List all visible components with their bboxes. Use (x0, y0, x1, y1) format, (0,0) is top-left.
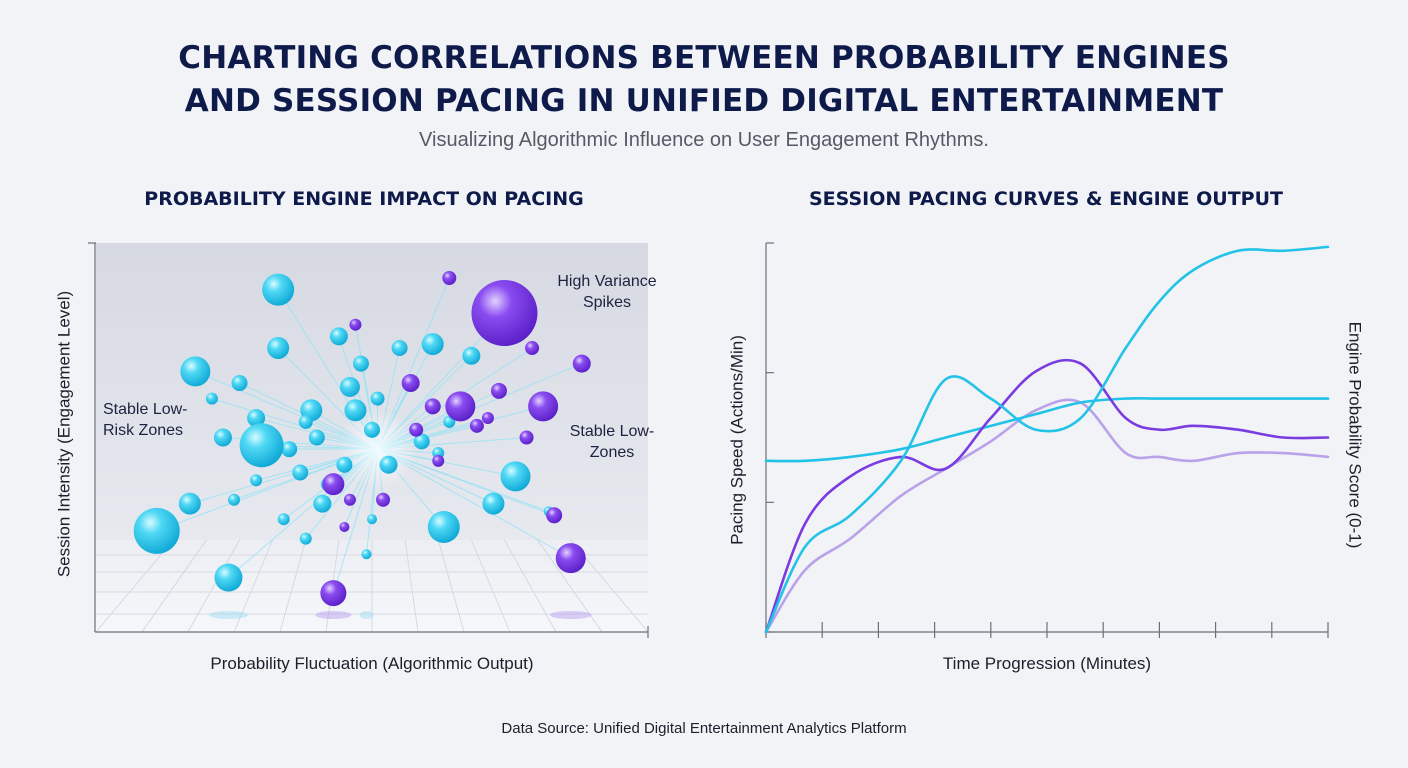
purple-scatter-point (401, 374, 420, 393)
cyan-scatter-point (500, 461, 531, 492)
cyan-scatter-point (133, 507, 180, 554)
purple-scatter-point (339, 521, 350, 532)
cyan-scatter-point (205, 392, 218, 405)
purple-scatter-point (555, 543, 586, 574)
cyan-scatter-point (247, 409, 266, 428)
line-chart-axes (765, 242, 1329, 638)
scatter-hub-glow (337, 409, 418, 490)
cyan-scatter-point (329, 327, 348, 346)
purple-scatter-point (349, 318, 362, 331)
cyan-scatter-point (299, 532, 312, 545)
cyan-scatter-point (339, 376, 360, 397)
cyan-scatter-point (421, 333, 444, 356)
cyan-scatter-point (462, 346, 481, 365)
cyan-series-line-3 (764, 397, 1330, 463)
scatter-chart-title: PROBABILITY ENGINE IMPACT ON PACING (144, 188, 584, 210)
scatter-point-shadow (208, 611, 249, 619)
purple-scatter-point (525, 341, 540, 356)
cyan-scatter-point (180, 356, 211, 387)
cyan-scatter-point (367, 514, 377, 525)
scatter-point-shadow (359, 611, 374, 619)
line-secondary-y-axis-label: Engine Probability Score (0-1) (1345, 321, 1365, 549)
annotation-stable-low-zones: Stable Low-Zones (569, 423, 655, 461)
cyan-scatter-point (214, 563, 243, 592)
scatter-point-shadow (315, 611, 352, 619)
line-x-axis-label: Time Progression (Minutes) (942, 654, 1152, 673)
scatter-x-axis-label: Probability Fluctuation (Algorithmic Out… (210, 654, 534, 673)
purple-scatter-point (490, 382, 507, 399)
cyan-scatter-point (250, 474, 263, 487)
cyan-scatter-point (292, 464, 309, 481)
cyan-scatter-point (178, 492, 201, 515)
cyan-scatter-point (361, 549, 372, 560)
annotation-stable-low-risk: Stable Low-Risk Zones (103, 401, 188, 439)
purple-scatter-point (469, 418, 484, 433)
cyan-scatter-point (308, 429, 325, 446)
scatter-floor-grid (95, 539, 649, 633)
cyan-scatter-point (281, 441, 298, 458)
annotation-high-variance: High Variance Spikes (557, 273, 657, 311)
cyan-scatter-point (427, 510, 460, 543)
cyan-scatter-point (239, 423, 284, 468)
purple-scatter-point (546, 507, 563, 524)
lavender-series-line-2 (764, 398, 1330, 634)
purple-scatter-point (424, 398, 441, 415)
cyan-scatter-point (370, 391, 385, 406)
scatter-y-axis-label: Session Intensity (Engagement Level) (54, 290, 74, 578)
page-subtitle: Visualizing Algorithmic Influence on Use… (419, 129, 989, 151)
purple-scatter-point (572, 354, 591, 373)
cyan-scatter-point (262, 273, 295, 306)
scatter-point-shadow (549, 611, 592, 619)
purple-series-line-1 (764, 358, 1330, 634)
cyan-scatter-point (364, 421, 380, 438)
line-chart-series (764, 245, 1330, 634)
purple-scatter-point (432, 454, 445, 467)
cyan-scatter-point (391, 340, 408, 357)
purple-scatter-point (322, 473, 345, 496)
purple-scatter-point (481, 412, 494, 425)
purple-scatter-point (471, 280, 538, 347)
cyan-scatter-point (379, 455, 398, 474)
purple-scatter-point (445, 391, 476, 422)
cyan-scatter-point (213, 428, 232, 447)
scatter-backdrop-wall (96, 243, 648, 540)
cyan-scatter-point (298, 414, 313, 429)
line-y-axis-label: Pacing Speed (Actions/Min) (727, 335, 747, 545)
data-source-note: Data Source: Unified Digital Entertainme… (501, 720, 907, 737)
scatter-points (133, 271, 592, 619)
cyan-scatter-point (336, 456, 353, 473)
page-title-line-1: CHARTING CORRELATIONS BETWEEN PROBABILIT… (178, 40, 1230, 76)
cyan-scatter-point (277, 513, 290, 526)
cyan-scatter-point (413, 433, 430, 450)
cyan-series-line-0 (764, 245, 1330, 634)
purple-scatter-point (519, 430, 534, 445)
cyan-scatter-point (482, 492, 505, 515)
purple-scatter-point (320, 580, 347, 607)
cyan-scatter-point (267, 337, 290, 360)
page-title-line-2: AND SESSION PACING IN UNIFIED DIGITAL EN… (184, 83, 1224, 119)
cyan-scatter-point (352, 355, 369, 372)
purple-scatter-point (528, 391, 559, 422)
cyan-scatter-point (228, 493, 240, 506)
line-chart-title: SESSION PACING CURVES & ENGINE OUTPUT (809, 188, 1283, 210)
cyan-scatter-point (313, 494, 332, 513)
purple-scatter-point (376, 492, 391, 507)
cyan-scatter-point (344, 399, 367, 422)
purple-scatter-point (343, 493, 356, 506)
cyan-scatter-point (231, 375, 248, 392)
purple-scatter-point (442, 271, 457, 286)
purple-scatter-point (409, 422, 424, 437)
